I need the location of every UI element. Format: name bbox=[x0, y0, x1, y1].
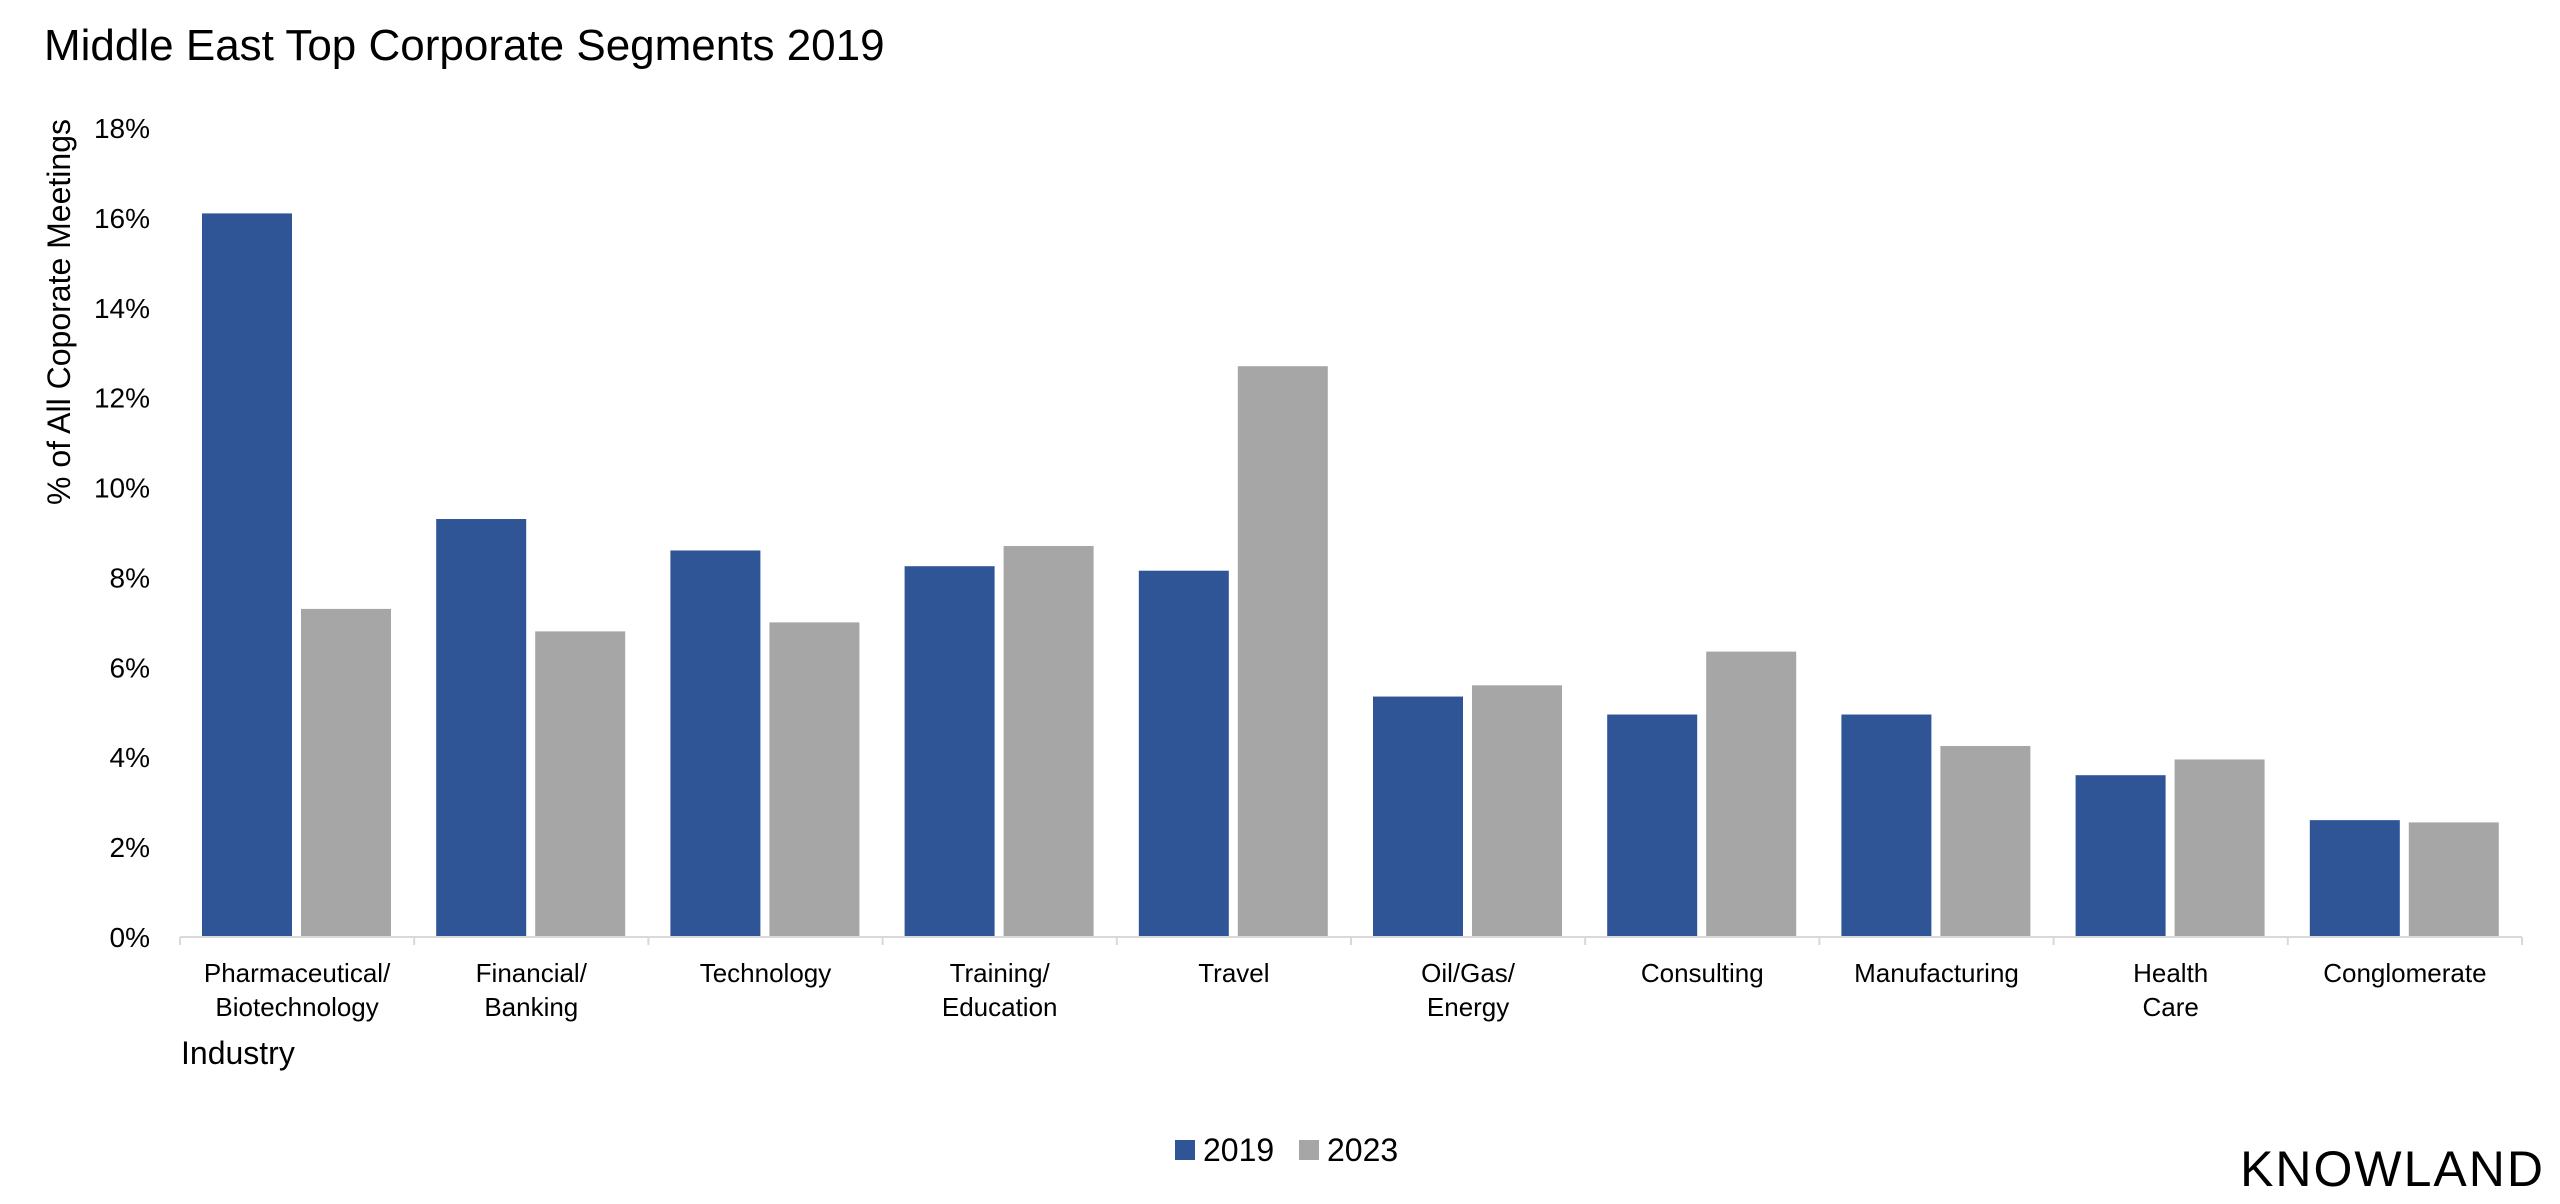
x-tick-label: Technology bbox=[700, 958, 832, 988]
y-tick-label: 14% bbox=[94, 293, 150, 324]
bar-2019-4 bbox=[1138, 570, 1229, 937]
y-tick-label: 18% bbox=[94, 113, 150, 144]
x-tick-label: Travel bbox=[1198, 958, 1269, 988]
bar-2023-8 bbox=[2174, 759, 2265, 937]
legend: 2019 2023 bbox=[1175, 1132, 1398, 1168]
x-tick-label: Health Care bbox=[2133, 958, 2208, 1022]
bar-2019-3 bbox=[904, 566, 995, 937]
bar-2023-2 bbox=[769, 622, 860, 937]
legend-swatch-2023 bbox=[1299, 1140, 1319, 1160]
legend-swatch-2019 bbox=[1175, 1140, 1195, 1160]
x-axis: Pharmaceutical/Biotechnology Financial/Ba… bbox=[179, 936, 2523, 1022]
y-tick-label: 16% bbox=[94, 203, 150, 234]
bar-2023-3 bbox=[1003, 545, 1094, 937]
bar-2019-7 bbox=[1841, 714, 1932, 937]
x-tick-label: Conglomerate bbox=[2323, 958, 2486, 988]
x-tick-label: Consulting bbox=[1641, 958, 1764, 988]
bar-2023-6 bbox=[1706, 651, 1797, 937]
y-tick-label: 0% bbox=[110, 922, 150, 953]
y-tick-label: 2% bbox=[110, 832, 150, 863]
x-axis-title: Industry bbox=[181, 1035, 295, 1071]
chart-title: Middle East Top Corporate Segments 2019 bbox=[44, 21, 885, 70]
bar-2023-7 bbox=[1940, 745, 2031, 937]
y-axis-title: % of All Coporate Meetings bbox=[41, 119, 77, 505]
legend-label-2023: 2023 bbox=[1327, 1132, 1398, 1168]
bar-2019-8 bbox=[2075, 775, 2166, 937]
x-tick-label: Pharmaceutical/Biotechnology bbox=[204, 958, 391, 1022]
x-tick-label: Manufacturing bbox=[1854, 958, 2019, 988]
x-tick-label: Oil/Gas/Energy bbox=[1421, 958, 1516, 1022]
bar-2023-9 bbox=[2408, 822, 2499, 937]
bar-2019-0 bbox=[202, 213, 292, 938]
y-tick-label: 8% bbox=[110, 562, 150, 593]
y-axis-ticks: 0% 2% 4% 6% 8% 10% 12% 14% 16% 18% bbox=[94, 113, 150, 953]
y-tick-label: 4% bbox=[110, 742, 150, 773]
bar-2019-1 bbox=[436, 519, 527, 937]
y-tick-label: 10% bbox=[94, 473, 150, 504]
bars-group bbox=[202, 213, 2499, 938]
bar-2019-6 bbox=[1607, 714, 1698, 937]
x-tick-label: Training/Education bbox=[942, 958, 1058, 1022]
bar-2019-5 bbox=[1373, 696, 1463, 937]
brand-logo: KNOWLAND bbox=[2240, 1141, 2545, 1197]
x-tick-label: Financial/Banking bbox=[476, 958, 588, 1022]
bar-2023-5 bbox=[1472, 685, 1562, 937]
y-tick-label: 6% bbox=[110, 652, 150, 683]
legend-label-2019: 2019 bbox=[1203, 1132, 1274, 1168]
bar-2023-1 bbox=[535, 631, 626, 937]
y-tick-label: 12% bbox=[94, 383, 150, 414]
bar-2019-9 bbox=[2309, 820, 2400, 937]
bar-2023-4 bbox=[1237, 366, 1328, 937]
bar-2023-0 bbox=[301, 608, 391, 937]
bar-2019-2 bbox=[670, 550, 761, 937]
